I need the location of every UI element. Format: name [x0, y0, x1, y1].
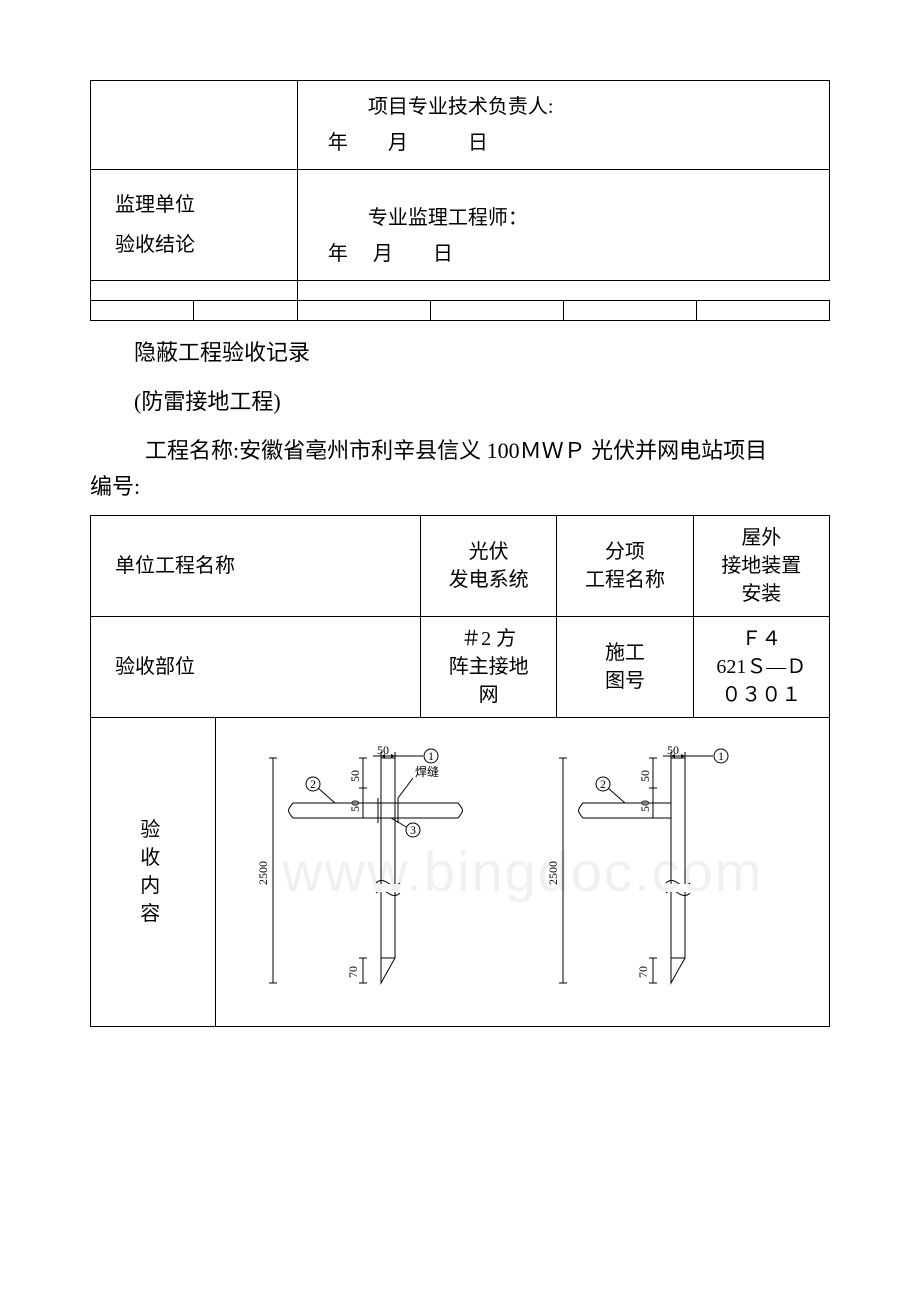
- svg-text:1: 1: [428, 749, 434, 763]
- tech-lead-date: 年 月 日: [308, 125, 819, 161]
- supervisor-engineer-label: 专业监理工程师：: [308, 200, 819, 236]
- supervisor-date: 年 月 日: [308, 236, 819, 272]
- svg-text:3: 3: [410, 823, 416, 837]
- acceptance-part-value: ＃2 方 阵主接地 网: [449, 628, 529, 706]
- sub-project-name-value: 屋外 接地装置 安装: [721, 527, 801, 605]
- project-name-line: 工程名称:安徽省亳州市利辛县信义 100ＭＷＰ 光伏并网电站项目: [90, 433, 830, 468]
- signature-table: 项目专业技术负责人: 年 月 日 监理单位 验收结论 专业监理工程师： 年 月 …: [90, 80, 830, 301]
- sub-project-name-label: 分项 工程名称: [585, 541, 665, 591]
- acceptance-conclusion-label: 验收结论: [115, 225, 287, 265]
- supervisor-unit-label: 监理单位: [115, 185, 287, 225]
- drawing-number-label: 施工 图号: [605, 642, 645, 692]
- sub-title: (防雷接地工程): [90, 384, 830, 419]
- svg-text:50: 50: [638, 770, 652, 782]
- svg-text:70: 70: [636, 966, 650, 978]
- svg-text:70: 70: [346, 966, 360, 978]
- svg-text:50: 50: [348, 770, 362, 782]
- tech-lead-label: 项目专业技术负责人:: [308, 89, 819, 125]
- acceptance-part-label: 验收部位: [115, 656, 195, 678]
- svg-text:2: 2: [310, 777, 316, 791]
- svg-text:2500: 2500: [546, 861, 560, 885]
- grounding-diagram: 焊缝 50 1: [243, 738, 803, 998]
- serial-number-label: 编号:: [90, 469, 830, 501]
- small-grid: [90, 300, 830, 321]
- weld-label: 焊缝: [415, 764, 439, 779]
- acceptance-content-label: 验 收 内 容: [140, 819, 166, 925]
- svg-text:50: 50: [377, 743, 389, 757]
- svg-text:50: 50: [638, 800, 652, 812]
- unit-project-name-value: 光伏 发电系统: [449, 541, 529, 591]
- svg-text:50: 50: [667, 743, 679, 757]
- drawing-number-value: Ｆ４ 621Ｓ—Ｄ ０３０１: [716, 628, 806, 706]
- section-title: 隐蔽工程验收记录: [90, 335, 830, 370]
- unit-project-name-label: 单位工程名称: [115, 555, 235, 577]
- svg-text:1: 1: [718, 749, 724, 763]
- svg-text:2: 2: [600, 777, 606, 791]
- svg-text:2500: 2500: [256, 861, 270, 885]
- detail-table: 单位工程名称 光伏 发电系统 分项 工程名称 屋外 接地装置 安装 验收部位 ＃…: [90, 515, 830, 1027]
- svg-text:50: 50: [348, 800, 362, 812]
